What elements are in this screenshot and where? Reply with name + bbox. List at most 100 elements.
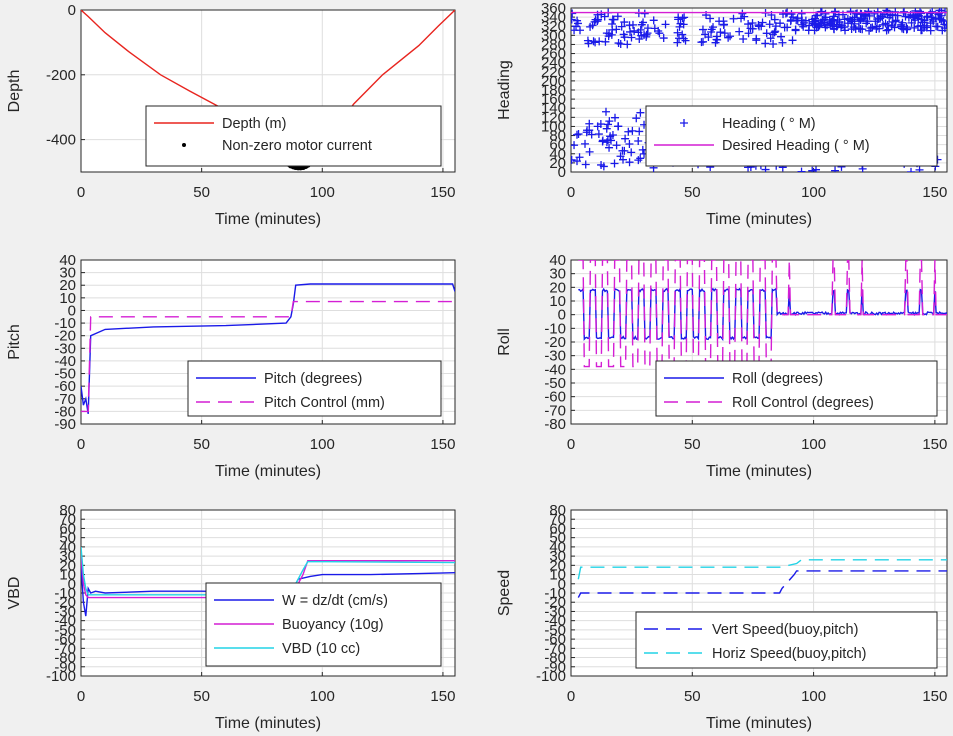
heading-point (581, 160, 590, 169)
heading-point (860, 12, 869, 21)
legend-label: VBD (10 cc) (282, 641, 360, 657)
series-line (578, 260, 947, 368)
heading-point (576, 26, 585, 35)
x-axis-label: Time (minutes) (215, 463, 321, 480)
legend: Vert Speed(buoy,pitch) Horiz Speed(buoy,p… (635, 611, 938, 669)
legend-box (655, 360, 938, 417)
y-tick-label: 20 (59, 557, 76, 574)
heading-point (891, 16, 900, 25)
y-tick-label: -60 (54, 378, 76, 395)
x-tick-label: 0 (567, 688, 575, 705)
y-tick-label: -70 (544, 402, 566, 419)
y-tick-label: 0 (68, 2, 76, 19)
y-tick-label: -30 (544, 348, 566, 365)
heading-point (863, 17, 872, 26)
y-tick-label: 60 (59, 520, 76, 537)
y-tick-label: 60 (549, 137, 566, 154)
heading-point (572, 130, 581, 139)
series-1 (81, 300, 455, 413)
heading-point (884, 25, 893, 34)
heading-point (602, 124, 611, 133)
heading-point (620, 146, 629, 155)
heading-point (916, 8, 925, 16)
heading-point (744, 29, 753, 38)
y-tick-label: -80 (544, 416, 566, 433)
y-tick-label: -100 (46, 668, 76, 685)
heading-point (636, 154, 645, 163)
y-tick-label: 60 (549, 520, 566, 537)
y-tick-label: -60 (544, 389, 566, 406)
heading-point (928, 15, 937, 24)
heading-point (874, 14, 883, 23)
y-tick-label: -10 (54, 585, 76, 602)
y-tick-label: 80 (549, 128, 566, 145)
heading-point (649, 16, 658, 25)
y-tick-label: 180 (541, 82, 566, 99)
heading-point (625, 158, 634, 167)
series-line (81, 546, 455, 596)
y-tick-label: -40 (544, 613, 566, 630)
heading-point (820, 15, 829, 24)
heading-point (581, 139, 590, 148)
legend-label: Roll (degrees) (732, 371, 823, 387)
y-tick-label: -90 (544, 659, 566, 676)
y-tick-label: 50 (549, 530, 566, 547)
y-tick-label: -40 (54, 353, 76, 370)
heading-point (681, 36, 690, 45)
heading-point (781, 9, 790, 18)
y-tick-label: 20 (549, 557, 566, 574)
x-axis-label: Time (minutes) (706, 211, 812, 228)
x-tick-label: 100 (310, 688, 335, 705)
heading-point (594, 15, 603, 24)
heading-point (901, 12, 910, 21)
y-tick-label: 10 (549, 567, 566, 584)
legend-label: Horiz Speed(buoy,pitch) (712, 646, 866, 662)
legend-label: Desired Heading ( ° M) (722, 138, 870, 154)
y-tick-label: 140 (541, 100, 566, 117)
y-tick-label: -10 (544, 320, 566, 337)
legend: Roll (degrees) Roll Control (degrees) (655, 360, 938, 417)
heading-point (847, 17, 856, 26)
chart-roll: 0 50 100 150403020100-10-20-30-40-50-60-70-… (496, 252, 948, 480)
heading-point (628, 126, 637, 135)
heading-point (758, 18, 767, 27)
heading-point (762, 29, 771, 38)
y-tick-label: -70 (54, 640, 76, 657)
heading-point (761, 165, 770, 172)
legend-label: Pitch Control (mm) (264, 395, 385, 411)
heading-point (611, 113, 620, 122)
heading-point (620, 33, 629, 42)
legend-label: Pitch (degrees) (264, 371, 362, 387)
series-line (81, 556, 455, 599)
heading-point (866, 23, 875, 32)
x-tick-label: 100 (310, 184, 335, 201)
y-tick-label: 0 (558, 576, 566, 593)
series-2 (81, 546, 455, 596)
y-tick-label: 40 (549, 252, 566, 269)
heading-point (755, 22, 764, 31)
y-tick-label: 10 (549, 293, 566, 310)
plot-marks (81, 283, 455, 415)
heading-point (890, 23, 899, 32)
y-tick-label: 30 (59, 265, 76, 282)
heading-point (900, 8, 909, 16)
legend-label: Non-zero motor current (222, 138, 372, 154)
series-line (577, 570, 947, 598)
chart-speed: 0 50 100 15080706050403020100-10-20-30-40-5… (496, 502, 948, 732)
heading-point (797, 167, 806, 172)
heading-point (573, 157, 582, 166)
heading-point (654, 27, 663, 36)
heading-point (697, 38, 706, 47)
heading-point (661, 20, 670, 29)
x-tick-label: 0 (567, 436, 575, 453)
heading-point (627, 33, 636, 42)
y-tick-label: 120 (541, 109, 566, 126)
x-axis-label: Time (minutes) (215, 715, 321, 732)
y-axis-label: Depth (6, 70, 23, 113)
heading-point (608, 131, 617, 140)
heading-point (815, 21, 824, 30)
y-tick-label: 40 (59, 252, 76, 269)
heading-point (902, 25, 911, 34)
y-tick-label: -20 (54, 594, 76, 611)
